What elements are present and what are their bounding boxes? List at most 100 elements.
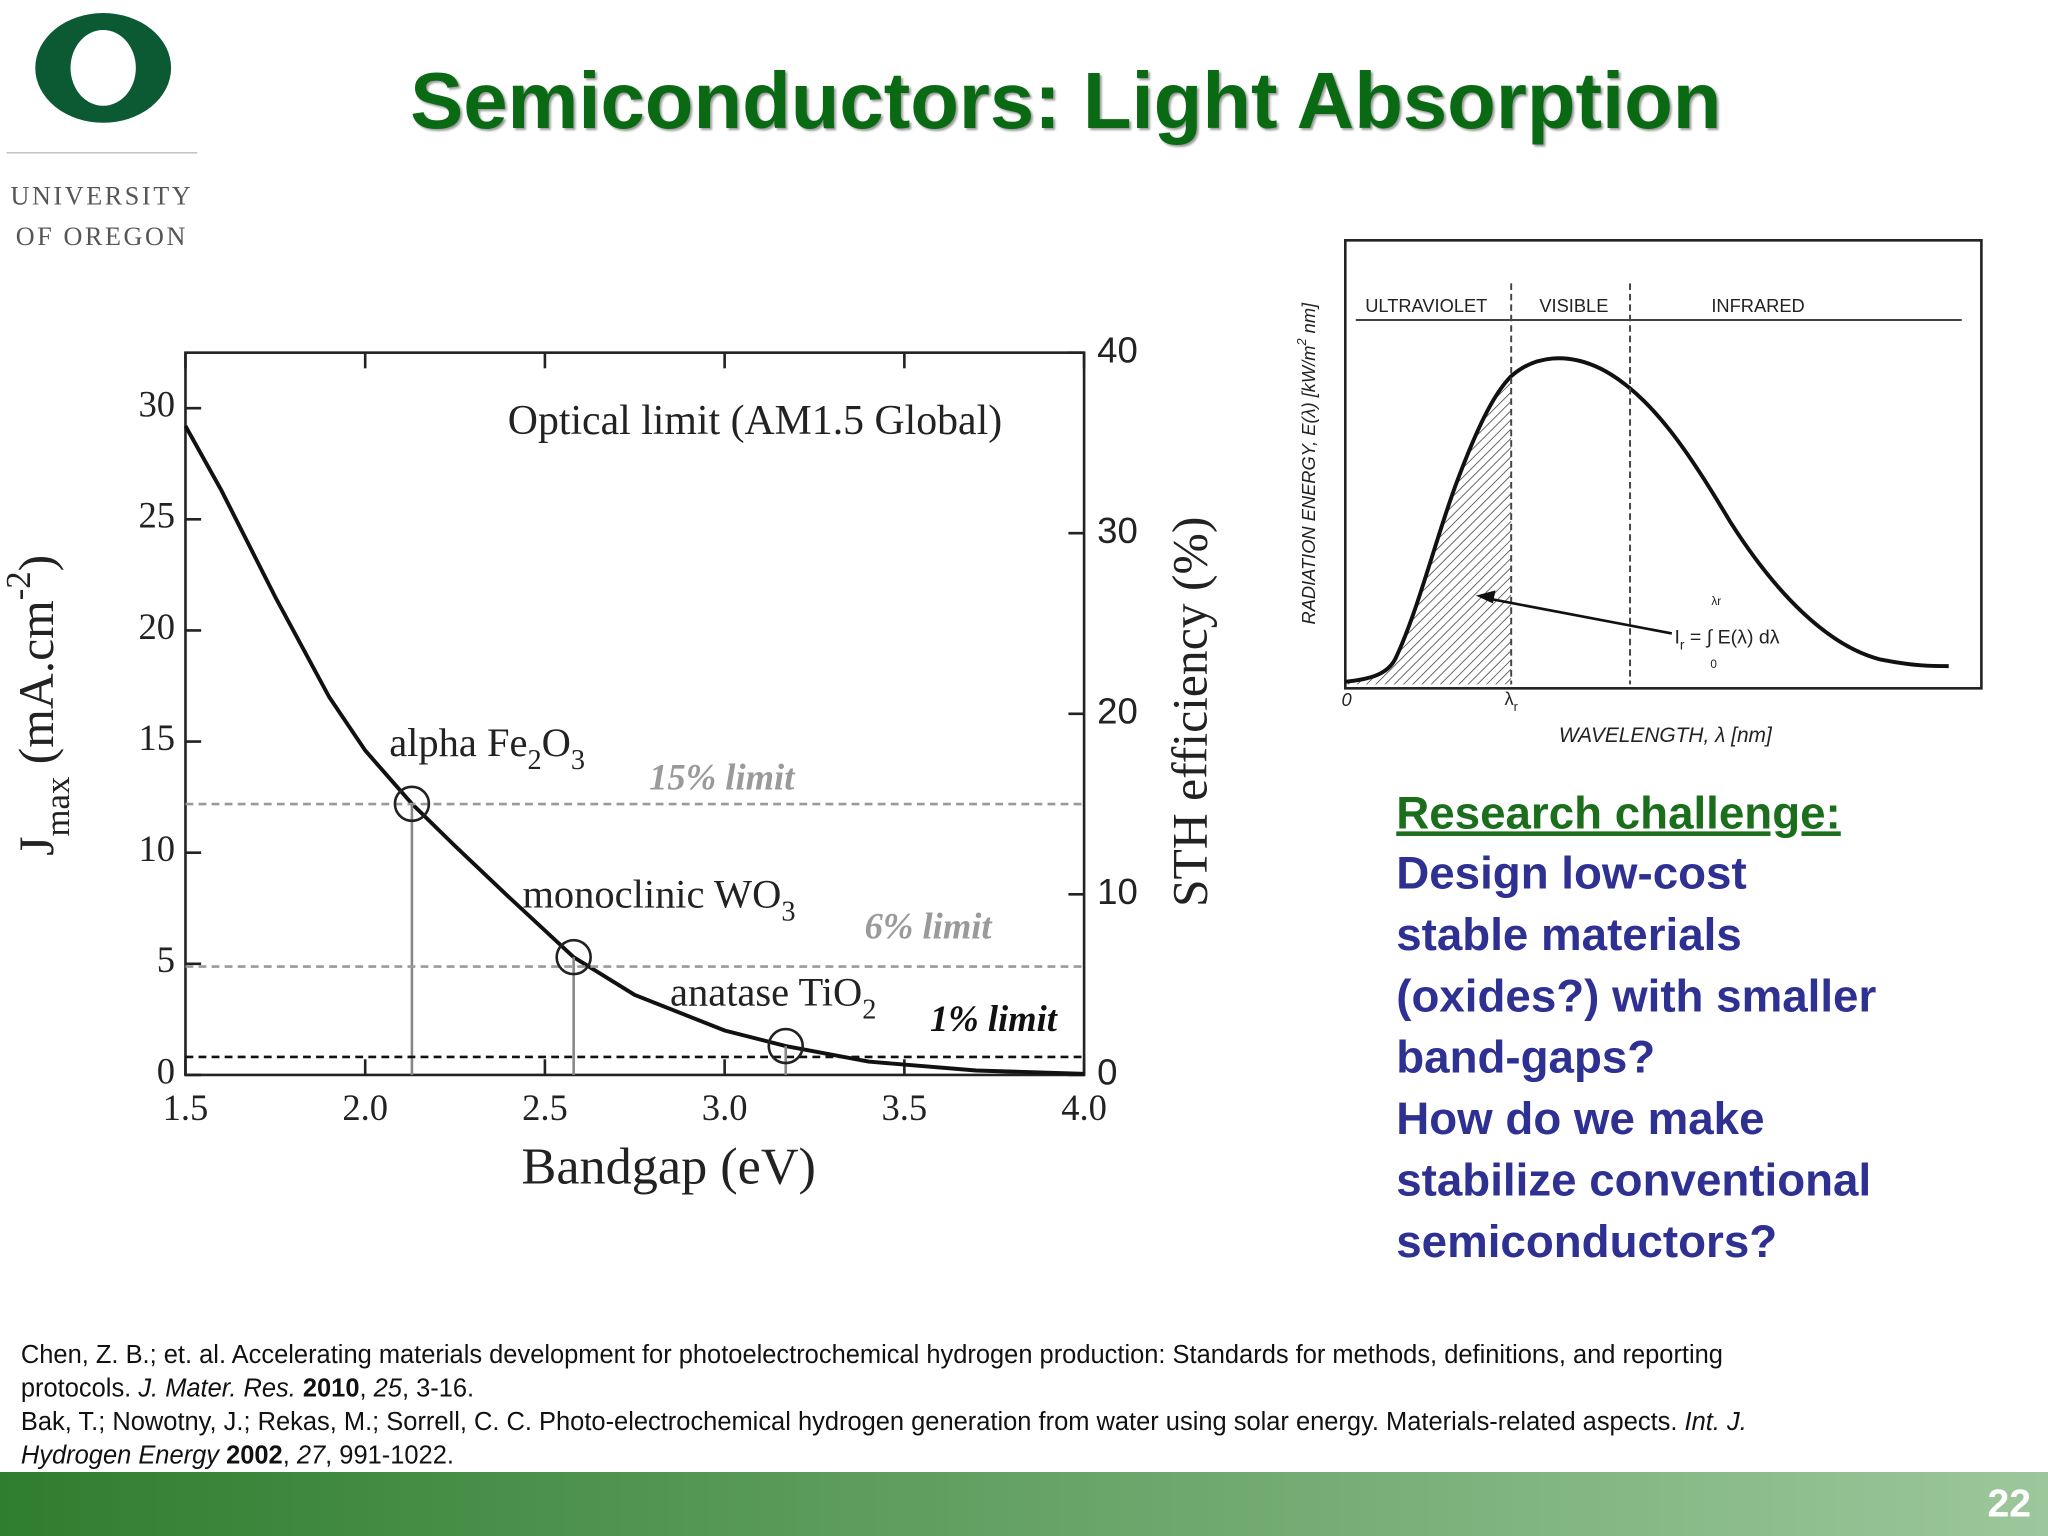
- arrow-line: [1486, 596, 1673, 635]
- y-tick-label: 15: [138, 717, 175, 758]
- y-axis-title: RADIATION ENERGY, E(λ) [kW/m2 nm]: [1294, 302, 1319, 625]
- figure-frame: [1344, 239, 1983, 690]
- axis-origin: 0: [1342, 689, 1352, 710]
- text-segment: alpha Fe: [389, 720, 527, 765]
- research-line: Design low-cost: [1396, 847, 1746, 898]
- y-axis-title: Jmax (mA.cm-2): [0, 555, 77, 856]
- text-segment: 2: [862, 995, 876, 1026]
- text-segment: RADIATION ENERGY, E(λ) [kW/m: [1298, 346, 1319, 625]
- point-marker: [767, 1027, 805, 1065]
- data-line: [183, 425, 1085, 1076]
- cutoff-label: λr: [1504, 688, 1518, 714]
- x-axis-title: WAVELENGTH, λ [nm]: [1559, 724, 1773, 747]
- page-number: 22: [1987, 1482, 2031, 1525]
- annotation-label: monoclinic WO3: [522, 872, 795, 928]
- y-tick-label: 30: [138, 384, 175, 425]
- text-segment: λ: [1504, 688, 1513, 709]
- y-tick-label: 10: [138, 828, 175, 869]
- reference-line: Hydrogen Energy 2002, 27, 991-1022.: [21, 1441, 454, 1469]
- formula-limit: λr: [1711, 595, 1721, 608]
- spectrum-curve: [1345, 356, 1949, 684]
- text-segment: ,: [360, 1374, 374, 1402]
- research-text: Research challenge: Design low-cost stable…: [1396, 787, 1876, 1266]
- text-segment: J. Mater. Res.: [137, 1374, 295, 1402]
- spectrum-figure: ULTRAVIOLET VISIBLE INFRARED Ir = ∫ E(λ) dλ…: [1294, 239, 1983, 747]
- research-line: stable materials: [1396, 909, 1742, 960]
- slide-title: Semiconductors: Light Absorption: [410, 56, 1721, 145]
- text-segment: , 991-1022.: [325, 1441, 454, 1469]
- research-line: How do we make: [1396, 1093, 1764, 1144]
- text-segment: r: [1514, 699, 1519, 714]
- limit-label: 1% limit: [930, 998, 1059, 1039]
- text-segment: [296, 1374, 303, 1402]
- x-tick-label: 3.0: [702, 1087, 748, 1128]
- text-segment: ): [9, 555, 64, 572]
- y2-tick-label: 20: [1097, 690, 1138, 731]
- text-segment: Hydrogen Energy: [21, 1441, 220, 1469]
- text-segment: nm]: [1298, 302, 1319, 338]
- references: Chen, Z. B.; et. al. Accelerating materi…: [21, 1340, 1747, 1469]
- point-marker: [555, 938, 592, 976]
- reference-line: protocols. J. Mater. Res. 2010, 25, 3-16…: [21, 1374, 474, 1402]
- x-tick-label: 1.5: [163, 1087, 209, 1128]
- y2-tick-label: 0: [1097, 1052, 1117, 1093]
- text-segment: 2: [527, 745, 541, 776]
- text-segment: -2: [0, 571, 38, 600]
- text-segment: r: [1680, 638, 1685, 653]
- logo-o-inner: [70, 30, 136, 106]
- chart-title: Optical limit (AM1.5 Global): [508, 398, 1002, 444]
- formula: Ir = ∫ E(λ) dλ: [1674, 627, 1779, 653]
- arrow-head: [1475, 590, 1496, 604]
- text-segment: I: [1674, 627, 1679, 649]
- research-line: stabilize conventional: [1396, 1154, 1871, 1205]
- text-segment: J: [9, 836, 64, 855]
- text-segment: 2010: [303, 1374, 360, 1402]
- y-tick-label: 0: [157, 1050, 175, 1091]
- y2-axis-title: STH efficiency (%): [1162, 517, 1217, 907]
- text-segment: , 3-16.: [402, 1374, 474, 1402]
- text-segment: protocols.: [21, 1374, 138, 1402]
- y2-tick-label: 40: [1097, 329, 1138, 370]
- y-tick-label: 25: [138, 495, 175, 536]
- x-tick-label: 2.0: [342, 1087, 388, 1128]
- text-segment: 2002: [226, 1441, 283, 1469]
- research-heading: Research challenge:: [1396, 787, 1841, 838]
- reference-line: Bak, T.; Nowotny, J.; Rekas, M.; Sorrell…: [21, 1408, 1747, 1436]
- x-tick-label: 3.5: [882, 1087, 928, 1128]
- text-segment: ,: [283, 1441, 297, 1469]
- limit-label: 6% limit: [865, 905, 994, 946]
- logo-text: UNIVERSITY: [10, 182, 193, 211]
- text-segment: O: [542, 720, 571, 765]
- region-label: ULTRAVIOLET: [1365, 295, 1487, 316]
- point-marker: [393, 785, 431, 823]
- text-segment: Int. J.: [1685, 1408, 1747, 1436]
- text-segment: Chen, Z. B.; et. al. Accelerating materi…: [21, 1340, 1723, 1368]
- annotation-label: anatase TiO2: [670, 970, 876, 1026]
- text-segment: 3: [571, 745, 585, 776]
- text-segment: 2: [1294, 338, 1309, 346]
- y2-tick-label: 10: [1097, 871, 1138, 912]
- research-line: band-gaps?: [1396, 1032, 1655, 1083]
- region-label: VISIBLE: [1539, 295, 1608, 316]
- text-segment: 25: [373, 1374, 403, 1402]
- reference-line: Chen, Z. B.; et. al. Accelerating materi…: [21, 1340, 1723, 1368]
- logo: UNIVERSITY OF OREGON: [6, 13, 198, 251]
- text-segment: anatase TiO: [670, 970, 862, 1015]
- annotation-label: alpha Fe2O3: [389, 720, 585, 776]
- text-segment: [219, 1441, 226, 1469]
- text-segment: 27: [296, 1441, 326, 1469]
- text-segment: 3: [781, 897, 795, 928]
- logo-text: OF OREGON: [16, 222, 188, 251]
- research-line: (oxides?) with smaller: [1396, 970, 1876, 1021]
- footer-bar: [0, 1472, 2048, 1536]
- x-axis-title: Bandgap (eV): [522, 1138, 816, 1196]
- text-segment: Bak, T.; Nowotny, J.; Rekas, M.; Sorrell…: [21, 1408, 1685, 1436]
- formula-limit: 0: [1710, 658, 1717, 671]
- text-segment: (mA.cm: [9, 600, 64, 776]
- x-tick-label: 2.5: [522, 1087, 568, 1128]
- region-label: INFRARED: [1711, 295, 1804, 316]
- text-segment: monoclinic WO: [522, 872, 781, 917]
- y-tick-label: 20: [138, 606, 175, 647]
